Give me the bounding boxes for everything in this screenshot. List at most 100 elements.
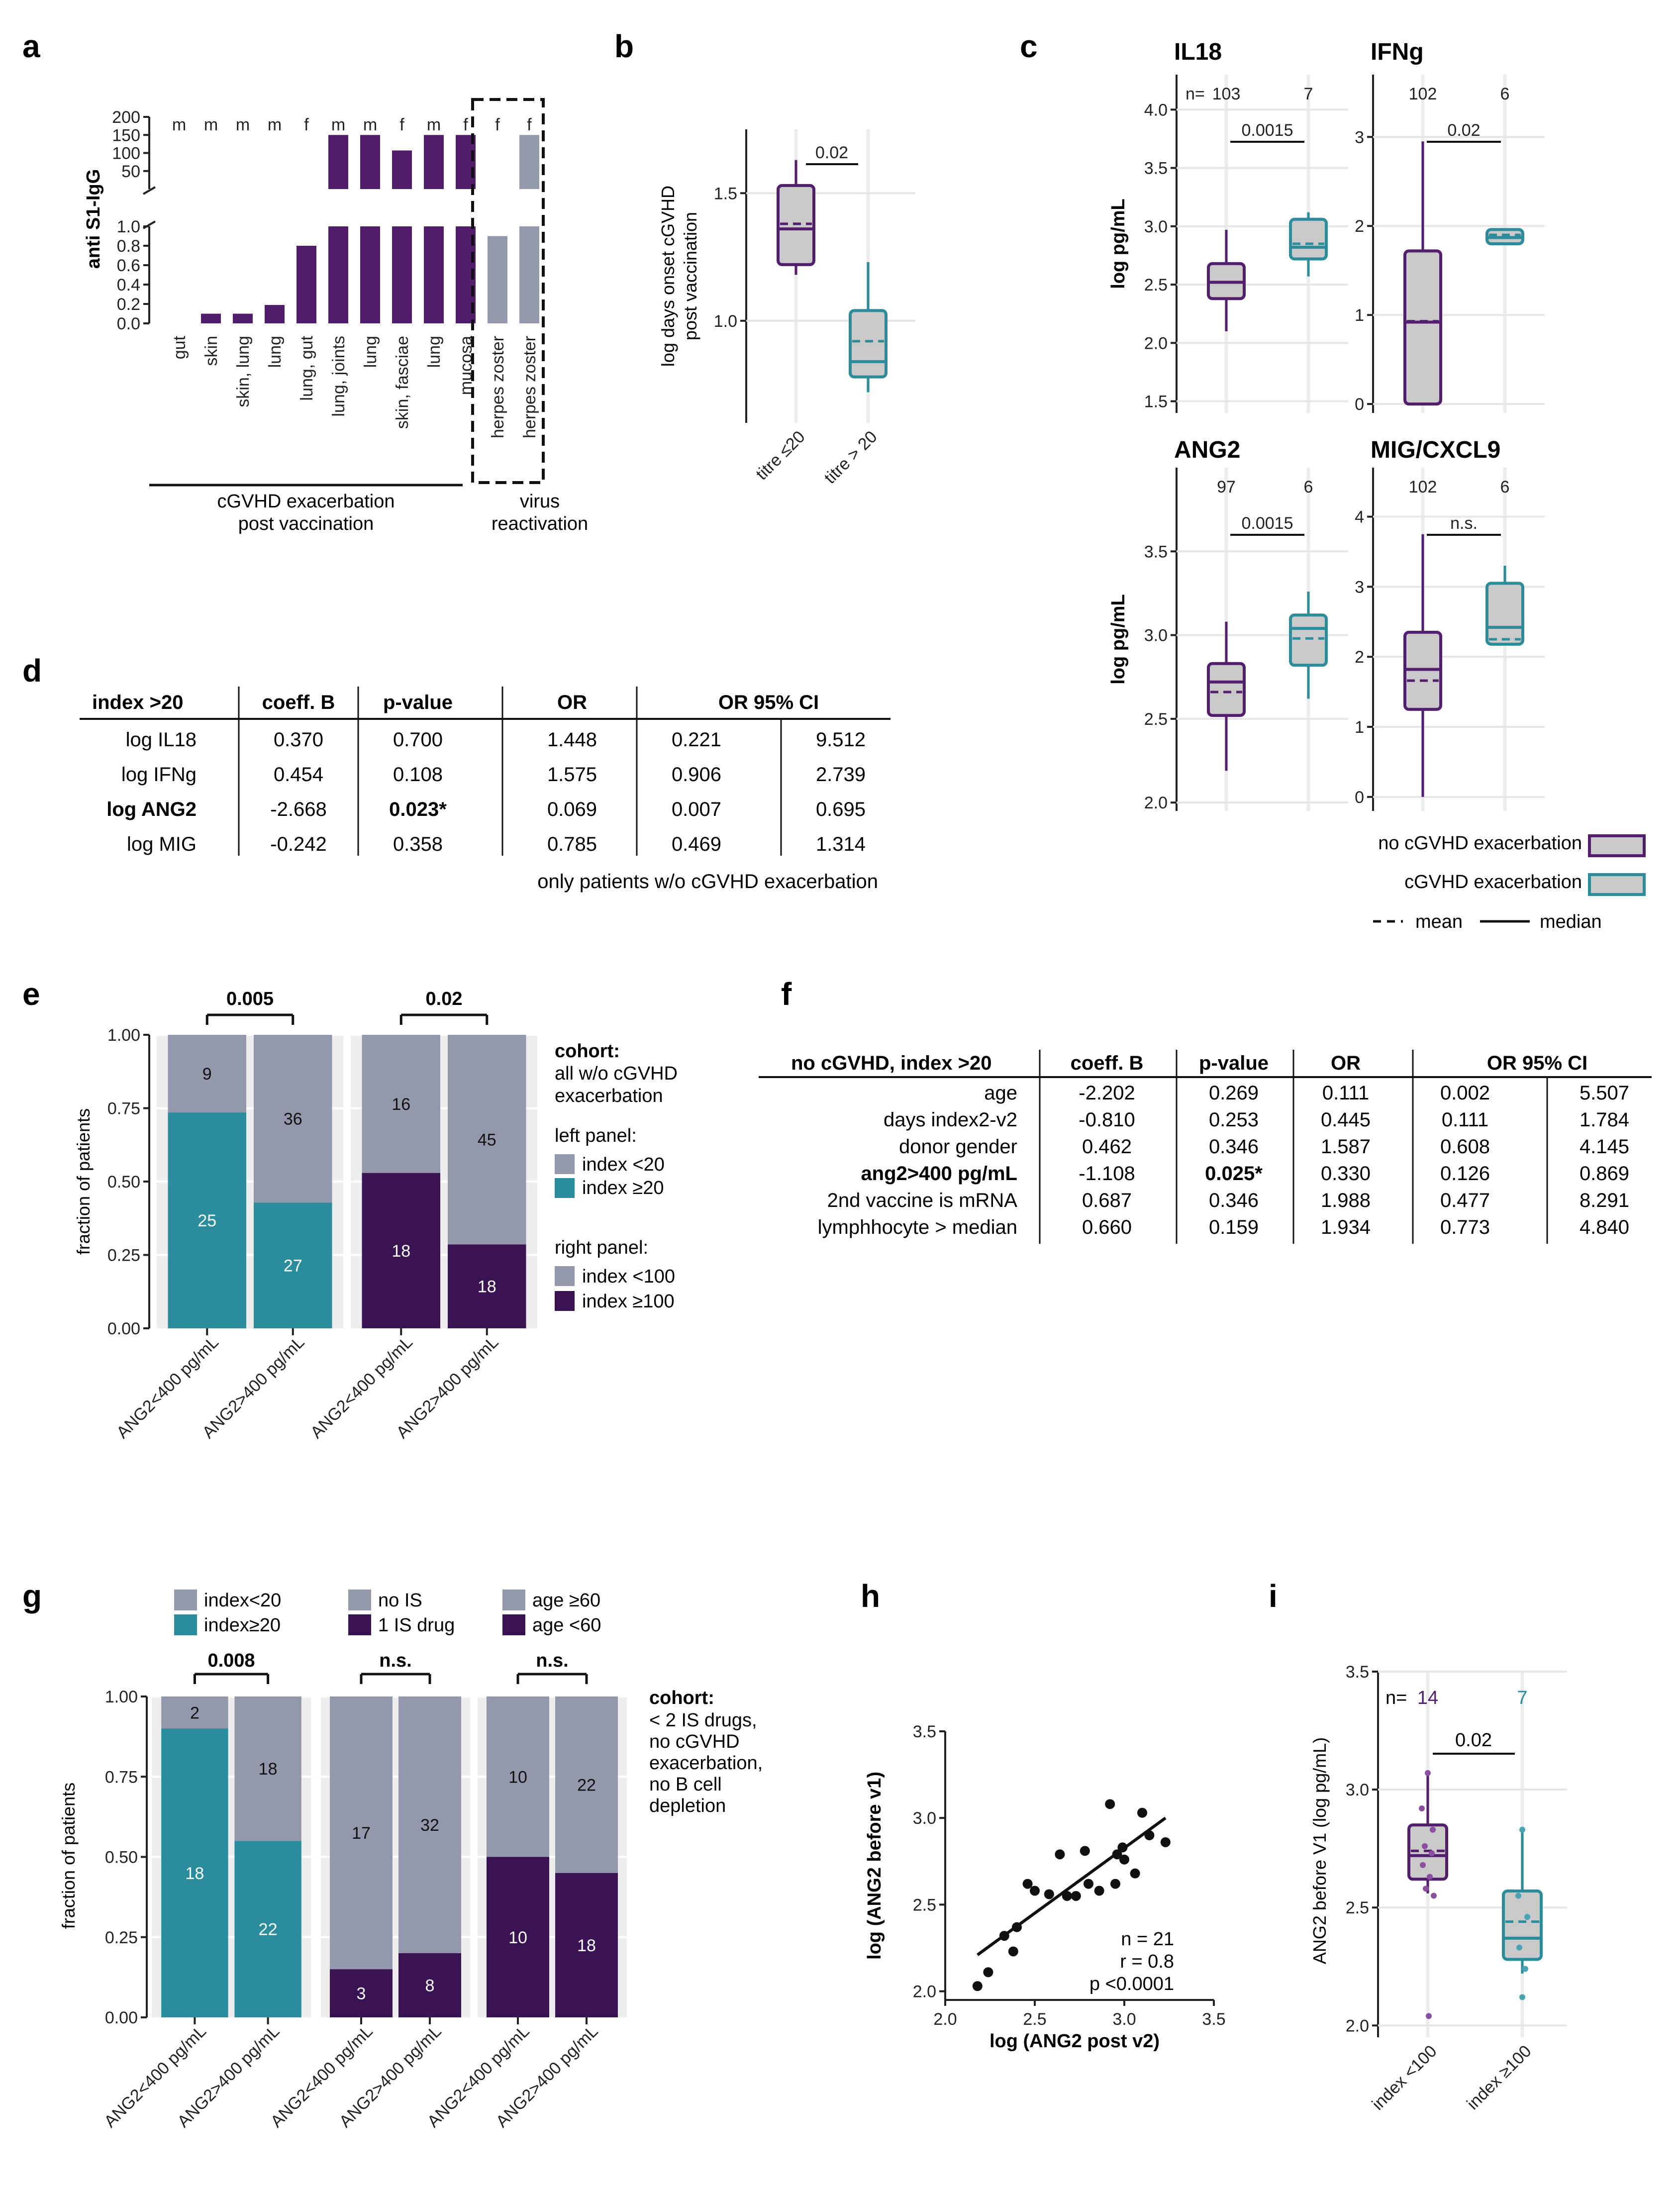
table-d-header: OR 95% CI (718, 692, 819, 713)
chart-g-ytick-label: 0.25 (105, 1928, 138, 1947)
chart-e-legend-swatch (555, 1266, 575, 1286)
chart-g-ylabel: fraction of patients (58, 1783, 79, 1929)
chart-c-ytick-label: 2.5 (1144, 710, 1168, 729)
chart-a-bar (360, 135, 380, 189)
chart-a-group-label: reactivation (492, 513, 588, 534)
chart-a-xtick-label: skin, fasciae (393, 336, 412, 429)
chart-a-bar (328, 135, 348, 189)
table-f-cell: 0.269 (1209, 1082, 1259, 1104)
chart-e-panel-2-bar-bottom (362, 1173, 440, 1328)
table-f-cell: 8.291 (1580, 1190, 1629, 1211)
chart-b-box-2 (849, 309, 888, 379)
chart-c-ytick-label: 3 (1355, 578, 1364, 597)
table-d-cell: 0.469 (672, 833, 721, 855)
table-f-cell: 0.773 (1440, 1216, 1490, 1238)
chart-e-legend-swatch (555, 1154, 575, 1174)
panel-label-b: b (614, 28, 634, 64)
table-d-cell: 0.700 (393, 729, 443, 751)
chart-e-legend-left-title: left panel: (555, 1125, 637, 1146)
table-d-cell: log IL18 (126, 729, 197, 751)
chart-g-legend-cohort-title: cohort: (649, 1688, 714, 1708)
table-d-cell: 0.785 (547, 833, 597, 855)
chart-g-legend-swatch (348, 1614, 371, 1635)
chart-i-ylabel: ANG2 before V1 (log pg/mL) (1309, 1737, 1330, 1964)
table-d-footnote: only patients w/o cGVHD exacerbation (537, 871, 878, 893)
chart-h-point (1030, 1886, 1040, 1896)
chart-h-point (1160, 1837, 1171, 1847)
chart-a-ytick-label: 0.8 (117, 237, 140, 256)
table-f-cell: -1.108 (1079, 1163, 1135, 1185)
chart-a-bar (201, 313, 221, 323)
chart-g-pvalue: 0.008 (207, 1650, 255, 1671)
chart-c-ytick-label: 2 (1355, 648, 1364, 667)
chart-e-legend-cohort: all w/o cGVHD (555, 1063, 678, 1084)
chart-h-point (1080, 1846, 1090, 1856)
panel-label-a: a (22, 28, 40, 64)
chart-g-panel-1-bar-top (234, 1696, 301, 1841)
chart-g-panel-3-bar-top (487, 1696, 549, 1857)
chart-h-point (1062, 1891, 1072, 1901)
legend-cgvhd: cGVHD exacerbation (1404, 872, 1582, 893)
table-f-cell: 1.988 (1321, 1190, 1371, 1211)
table-d-cell: -0.242 (270, 833, 326, 855)
chart-i-point (1427, 1874, 1433, 1880)
chart-c-3: 2.0 2.5 3.0 3.5 ANG2 97 6 0.0015 (1144, 437, 1348, 812)
chart-g-legend-swatch (348, 1590, 371, 1610)
chart-h-point (1012, 1922, 1022, 1932)
chart-g-legend-l3a: age ≥60 (532, 1590, 600, 1611)
chart-g: 0.00 0.25 0.50 0.75 1.00 fraction of patients… (58, 1590, 763, 2131)
chart-h-xtick-label: 3.5 (1202, 2010, 1225, 2029)
table-d-cell: 0.069 (547, 798, 597, 820)
chart-b-xtick-label: titre ≤20 (752, 427, 809, 484)
chart-g-legend-cohort: no cGVHD (649, 1731, 740, 1752)
chart-a-ytick-label: 0.4 (117, 276, 140, 295)
chart-g-panel-1-bar-label: 18 (259, 1760, 278, 1779)
table-f-cell: 0.111 (1322, 1082, 1369, 1104)
chart-c-ytick-label: 2 (1355, 217, 1364, 236)
chart-a-ytick-label: 1.0 (117, 217, 140, 236)
chart-h-point (1008, 1946, 1018, 1957)
chart-c-ytick-label: 3.0 (1144, 626, 1168, 645)
chart-h-point (1071, 1891, 1081, 1901)
chart-c-box-yes (1289, 613, 1328, 667)
chart-g-legend-cohort: exacerbation, (649, 1753, 763, 1774)
table-f-cell: 0.253 (1209, 1109, 1259, 1131)
chart-h-point (1084, 1879, 1093, 1889)
chart-h-ytick-label: 3.5 (913, 1722, 936, 1741)
chart-i-point (1419, 1805, 1425, 1812)
chart-e-ytick-label: 0.50 (107, 1173, 140, 1192)
chart-a-bar (328, 226, 348, 323)
chart-i-box-2 (1502, 1890, 1543, 1961)
table-f-cell: lymphhocyte > median (818, 1216, 1017, 1238)
chart-a-xtick-label: skin (202, 336, 221, 366)
chart-g-panel-2-bar-label: 8 (425, 1977, 435, 1995)
chart-c-ytick-label: 4 (1355, 508, 1364, 527)
chart-h-point (983, 1967, 993, 1978)
chart-g-legend-cohort: depletion (649, 1795, 726, 1816)
chart-a-sex-label: m (363, 115, 377, 134)
chart-a-sex-label: f (399, 115, 404, 134)
chart-h-point (1119, 1854, 1129, 1865)
chart-i-ytick-label: 2.0 (1346, 2016, 1369, 2035)
chart-c-n1: 102 (1409, 85, 1437, 103)
chart-i-n-prefix: n= (1385, 1688, 1407, 1708)
chart-h: 2.0 2.5 3.0 3.5 2.0 2.5 3.0 3.5 n = 21r = 0.8p <… (864, 1722, 1226, 2052)
panel-label-e: e (22, 976, 40, 1012)
chart-e-panel-2-bar-label: 18 (478, 1278, 496, 1296)
chart-c-ytick-label: 1 (1355, 306, 1364, 325)
chart-a-group-label: cGVHD exacerbation (217, 491, 395, 512)
chart-a-bar (392, 150, 412, 189)
chart-g-legend-l2b: 1 IS drug (378, 1615, 455, 1636)
chart-a-bar (360, 226, 380, 323)
chart-i-xtick-label: index <100 (1368, 2042, 1440, 2114)
legend-no-cgvhd: no cGVHD exacerbation (1378, 833, 1582, 854)
chart-i-point (1516, 1944, 1522, 1951)
chart-i-ytick-label: 3.5 (1346, 1663, 1369, 1682)
chart-e-panel-2-bar-bottom (448, 1244, 526, 1328)
chart-a-sex-label: m (427, 115, 441, 134)
table-f-cell: 4.840 (1580, 1216, 1629, 1238)
chart-a-bar (233, 313, 253, 323)
chart-g-panel-1-bar-bottom (161, 1728, 228, 2017)
chart-c-1: 1.5 2.0 2.5 3.0 3.5 4.0 IL18 n= 103 7 0.0015 (1144, 39, 1348, 413)
